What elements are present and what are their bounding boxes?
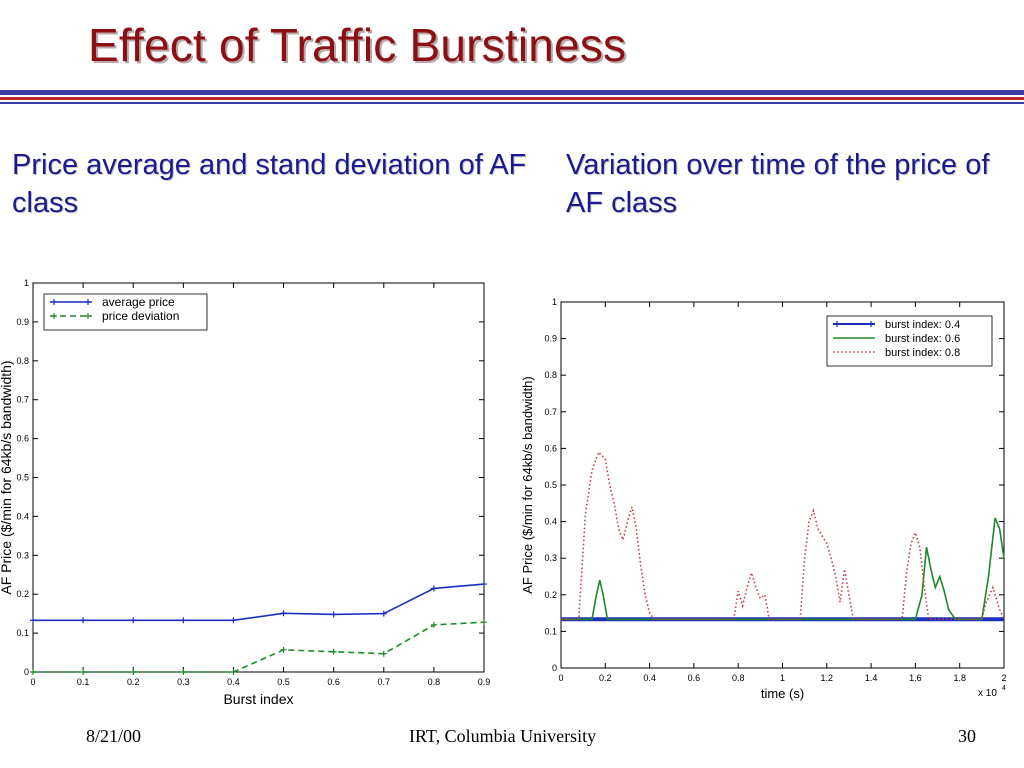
header-rule-blue	[0, 90, 1024, 95]
x-tick-label: 0.6	[688, 673, 701, 683]
y-tick-label: 0	[24, 667, 29, 677]
y-tick-label: 1	[552, 297, 557, 307]
series-line	[33, 621, 485, 673]
legend-label: average price	[102, 295, 175, 309]
data-point-marker	[481, 619, 487, 626]
y-tick-label: 0.3	[16, 550, 29, 560]
y-tick-label: 0.2	[16, 589, 29, 599]
data-point-marker	[430, 585, 437, 592]
x-tick-label: 0.9	[478, 677, 491, 687]
legend-marker	[85, 299, 91, 305]
data-point-marker	[80, 669, 87, 675]
y-tick-label: 0.1	[16, 628, 29, 638]
x-tick-label: 0.7	[378, 677, 391, 687]
y-tick-label: 0.6	[544, 443, 557, 453]
y-tick-label: 0.3	[544, 553, 557, 563]
data-point-marker	[130, 669, 137, 675]
legend-marker	[868, 321, 874, 327]
data-point-marker	[330, 611, 337, 618]
series-line	[561, 517, 1005, 621]
y-tick-label: 0	[552, 663, 557, 673]
series-line	[33, 583, 485, 622]
legend-label: burst index: 0.6	[885, 333, 960, 345]
x-tick-label: 1.4	[865, 673, 878, 683]
x-tick-label: 0.4	[643, 673, 656, 683]
y-tick-label: 0.7	[16, 395, 29, 405]
plot-frame	[32, 282, 485, 673]
data-point-marker	[80, 617, 87, 624]
right-chart-heading: Variation over time of the price of AF c…	[566, 149, 990, 219]
x-tick-label: 0.5	[277, 677, 290, 687]
x-tick-label: 0.3	[177, 677, 190, 687]
y-tick-label: 0.5	[544, 480, 557, 490]
x-axis-label: Burst index	[223, 691, 293, 707]
x-tick-label: 1	[780, 673, 785, 683]
x-tick-label: 2	[1001, 673, 1006, 683]
left-chart-heading: Price average and stand deviation of AF …	[12, 149, 527, 219]
x-tick-label: 0.1	[77, 677, 90, 687]
legend-marker	[834, 321, 840, 327]
data-point-marker	[30, 669, 36, 675]
x-tick-label: 1.6	[909, 673, 922, 683]
x-tick-label: 0	[558, 673, 563, 683]
footer-page-number: 30	[958, 726, 976, 746]
data-point-marker	[180, 669, 187, 675]
x-multiplier-exponent: 4	[1002, 685, 1006, 692]
data-point-marker	[430, 621, 437, 628]
x-tick-label: 0.2	[599, 673, 612, 683]
x-tick-label: 0.6	[327, 677, 340, 687]
legend-marker	[51, 299, 57, 305]
data-point-marker	[481, 581, 487, 588]
data-point-marker	[30, 617, 36, 624]
y-tick-label: 0.9	[16, 317, 29, 327]
y-tick-label: 0.9	[544, 334, 557, 344]
x-tick-label: 1.2	[821, 673, 834, 683]
x-tick-label: 0.2	[127, 677, 140, 687]
price-over-time-chart: 0 0.1 0.2 0.3 0.4 0.5 0.6 0.7 0.8 0.9 1 0 0.2 0.4 0.6 0…	[520, 297, 1007, 701]
data-point-marker	[380, 610, 387, 617]
y-axis-label: AF Price ($/min for 64kb/s bandwidth)	[0, 360, 14, 594]
legend-marker	[51, 313, 57, 319]
legend-marker	[85, 313, 91, 319]
data-point-marker	[230, 669, 237, 675]
footer-date: 8/21/00	[86, 726, 142, 746]
legend-box	[43, 293, 208, 331]
data-point-marker	[130, 617, 137, 624]
series-line	[561, 450, 1005, 621]
x-tick-label: 0	[30, 677, 35, 687]
y-tick-label: 0.1	[544, 626, 557, 636]
y-tick-label: 0.8	[16, 356, 29, 366]
data-point-marker	[280, 610, 287, 617]
x-tick-label: 0.8	[732, 673, 745, 683]
x-tick-label: 0.8	[428, 677, 441, 687]
legend-label: burst index: 0.8	[885, 347, 960, 359]
data-point-marker	[180, 617, 187, 624]
y-tick-label: 1	[24, 278, 29, 288]
x-tick-label: 0.4	[227, 677, 240, 687]
data-point-marker	[330, 648, 337, 655]
y-tick-label: 0.5	[16, 473, 29, 483]
x-multiplier-label: x 10	[978, 688, 997, 699]
data-point-marker	[230, 617, 237, 624]
legend-label: price deviation	[102, 309, 179, 323]
footer-organization: IRT, Columbia University	[409, 726, 597, 746]
y-tick-label: 0.2	[544, 590, 557, 600]
y-axis-label: AF Price ($/min for 64kb/s bandwidth)	[520, 376, 535, 593]
y-tick-label: 0.8	[544, 370, 557, 380]
slide-title: Effect of Traffic Burstiness	[88, 19, 627, 71]
data-point-marker	[380, 650, 387, 657]
y-tick-label: 0.7	[544, 407, 557, 417]
y-tick-label: 0.6	[16, 434, 29, 444]
header-rule-red	[0, 97, 1024, 100]
legend-label: burst index: 0.4	[885, 319, 960, 331]
price-vs-burst-chart: 0 0.1 0.2 0.3 0.4 0.5 0.6 0.7 0.8 0.9 1 0 0.1 0.2 0.3 0…	[0, 278, 491, 707]
data-point-marker	[280, 646, 287, 653]
y-tick-label: 0.4	[544, 517, 557, 527]
y-tick-label: 0.4	[16, 511, 29, 521]
x-axis-label: time (s)	[761, 686, 804, 701]
header-rule-blue-thin	[0, 102, 1024, 104]
x-tick-label: 1.8	[953, 673, 966, 683]
